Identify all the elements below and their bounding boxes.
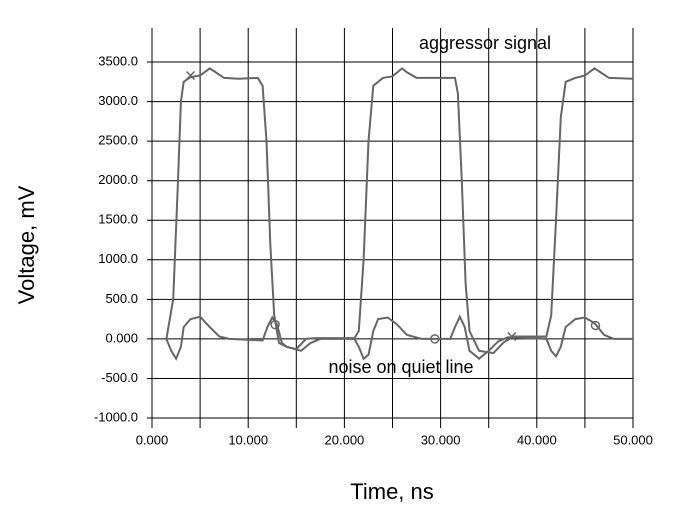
y-tick-label: 0.000 bbox=[105, 330, 138, 345]
x-tick-label: 40.000 bbox=[517, 432, 557, 447]
x-tick-label: 30.000 bbox=[421, 432, 461, 447]
annotation: aggressor signal bbox=[419, 33, 551, 53]
x-tick-label: 20.000 bbox=[325, 432, 365, 447]
marker bbox=[430, 334, 440, 344]
x-tick-label: 10.000 bbox=[228, 432, 268, 447]
marker bbox=[590, 320, 601, 331]
x-axis-label: Time, ns bbox=[350, 479, 434, 504]
x-tick-label: 0.000 bbox=[136, 432, 169, 447]
y-axis-label: Voltage, mV bbox=[14, 185, 39, 304]
y-tick-label: 1500.0 bbox=[98, 212, 138, 227]
y-tick-label: 2000.0 bbox=[98, 172, 138, 187]
y-tick-label: 2500.0 bbox=[98, 133, 138, 148]
marker bbox=[185, 70, 196, 81]
y-tick-label: 3000.0 bbox=[98, 93, 138, 108]
y-tick-label: 3500.0 bbox=[98, 53, 138, 68]
y-tick-label: 1000.0 bbox=[98, 251, 138, 266]
y-tick-label: -1000.0 bbox=[94, 409, 138, 424]
annotation: noise on quiet line bbox=[328, 357, 473, 377]
series-line bbox=[165, 67, 634, 355]
x-tick-label: 50.000 bbox=[613, 432, 653, 447]
y-tick-label: -500.0 bbox=[101, 370, 138, 385]
y-tick-label: 500.0 bbox=[105, 291, 138, 306]
marker bbox=[270, 319, 280, 330]
series-line bbox=[165, 314, 633, 361]
